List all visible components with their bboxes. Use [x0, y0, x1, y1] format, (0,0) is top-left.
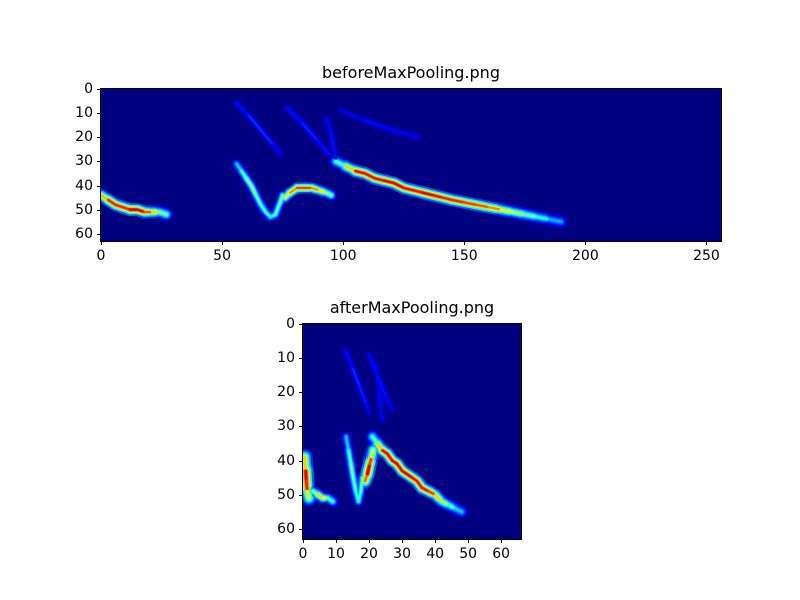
- y-tick-mark: [97, 113, 101, 115]
- y-tick-mark: [97, 209, 101, 211]
- x-tick-mark: [435, 539, 437, 543]
- x-tick-label: 50: [213, 248, 232, 264]
- y-tick-label: 30: [277, 418, 295, 435]
- x-tick-mark: [468, 539, 470, 543]
- x-tick-mark: [464, 241, 466, 245]
- x-tick-label: 30: [393, 546, 411, 562]
- y-tick-label: 10: [75, 105, 93, 122]
- x-tick-label: 40: [426, 546, 445, 562]
- x-tick-mark: [585, 241, 587, 245]
- x-tick-mark: [101, 241, 102, 245]
- y-tick-label: 50: [75, 201, 93, 218]
- y-tick-mark: [299, 358, 303, 360]
- y-tick-label: 60: [75, 225, 93, 242]
- x-tick-label: 150: [450, 248, 478, 264]
- y-tick-label: 30: [75, 153, 93, 170]
- x-tick-label: 200: [572, 248, 599, 264]
- y-tick-mark: [299, 392, 303, 394]
- x-tick-mark: [501, 539, 503, 543]
- y-tick-mark: [97, 161, 101, 163]
- x-tick-label: 10: [327, 546, 345, 562]
- x-tick-label: 250: [693, 248, 720, 264]
- x-tick-mark: [343, 241, 345, 245]
- x-tick-label: 100: [329, 248, 357, 264]
- y-tick-mark: [299, 528, 303, 530]
- y-tick-mark: [97, 89, 101, 90]
- x-tick-mark: [303, 539, 304, 543]
- x-tick-mark: [369, 539, 371, 543]
- y-tick-label: 0: [286, 316, 295, 332]
- heatmap-canvas: [101, 89, 721, 241]
- y-tick-label: 50: [277, 486, 295, 503]
- plot-title: beforeMaxPooling.png: [322, 63, 500, 82]
- plot-title: afterMaxPooling.png: [329, 298, 495, 317]
- y-tick-label: 10: [277, 350, 295, 367]
- plot-after-maxpooling: afterMaxPooling.png 0 10 20 30 40 50 60 0 10 20 3…: [277, 298, 522, 562]
- x-tick-mark: [336, 539, 338, 543]
- y-tick-label: 40: [277, 452, 295, 469]
- heatmap-canvas: [303, 324, 521, 539]
- x-tick-label: 0: [96, 248, 106, 264]
- x-tick-label: 50: [459, 546, 478, 562]
- y-tick-mark: [97, 137, 101, 139]
- x-tick-mark: [402, 539, 404, 543]
- x-tick-label: 60: [492, 546, 511, 562]
- x-tick-label: 0: [298, 546, 308, 562]
- y-tick-label: 60: [277, 520, 295, 537]
- x-tick-label: 20: [360, 546, 378, 562]
- y-tick-mark: [299, 324, 303, 325]
- plot-before-maxpooling: beforeMaxPooling.png 0 50 100 150 200 250 0 10…: [75, 63, 722, 264]
- y-tick-label: 0: [84, 81, 93, 97]
- y-tick-mark: [299, 460, 303, 462]
- y-tick-label: 20: [277, 384, 295, 401]
- y-tick-mark: [299, 494, 303, 496]
- x-tick-mark: [222, 241, 224, 245]
- y-tick-label: 40: [75, 177, 93, 194]
- x-tick-mark: [706, 241, 708, 245]
- y-tick-mark: [97, 185, 101, 187]
- y-tick-label: 20: [75, 129, 93, 146]
- y-tick-mark: [97, 233, 101, 235]
- y-tick-mark: [299, 426, 303, 428]
